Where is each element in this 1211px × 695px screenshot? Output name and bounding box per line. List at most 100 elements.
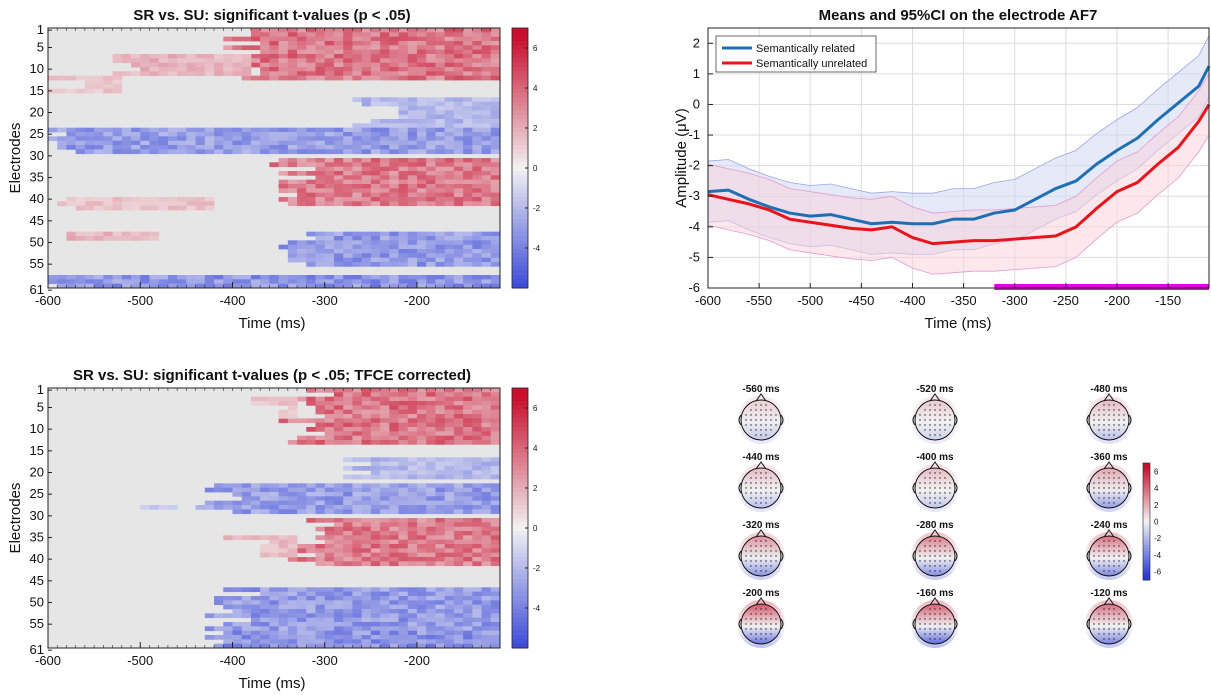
electrode-dot bbox=[765, 477, 767, 479]
heatmap-cell bbox=[94, 283, 104, 289]
heatmap-cell bbox=[214, 71, 224, 77]
heatmap-cell bbox=[103, 80, 113, 85]
heatmap-cell bbox=[444, 587, 455, 593]
heatmap-cell bbox=[398, 635, 409, 640]
heatmap-cell bbox=[361, 201, 372, 207]
colorbar-step bbox=[512, 123, 528, 129]
electrode-dot bbox=[934, 608, 936, 610]
topomap-ear bbox=[1128, 414, 1132, 426]
heatmap-cell bbox=[426, 171, 436, 176]
heatmap-cell bbox=[463, 474, 473, 480]
electrode-dot bbox=[1113, 482, 1115, 484]
heatmap-cell bbox=[370, 283, 381, 289]
electrode-dot bbox=[1108, 434, 1110, 436]
heatmap-cell bbox=[241, 132, 252, 137]
heatmap-cell bbox=[370, 54, 381, 59]
topomap-nose bbox=[755, 461, 767, 470]
heatmap-cell bbox=[463, 461, 473, 467]
heatmap-cell bbox=[324, 622, 335, 627]
heatmap-cell bbox=[287, 171, 298, 176]
heatmap-cell bbox=[177, 145, 187, 150]
heatmap-cell bbox=[315, 483, 326, 489]
heatmap-cell bbox=[472, 62, 482, 68]
heatmap-cell bbox=[232, 613, 243, 619]
heatmap-cell bbox=[333, 175, 344, 181]
heatmap-cell bbox=[463, 71, 473, 77]
heatmap-cell bbox=[306, 162, 316, 168]
electrode-dot bbox=[1113, 419, 1115, 421]
heatmap-cell bbox=[444, 604, 455, 610]
heatmap-cell bbox=[343, 535, 353, 541]
heatmap-cell bbox=[426, 75, 436, 81]
heatmap-cell bbox=[435, 45, 446, 51]
heatmap-cell bbox=[297, 71, 307, 77]
heatmap-cell bbox=[426, 496, 436, 502]
heatmap-cell bbox=[426, 231, 436, 237]
heatmap-cell bbox=[287, 617, 298, 623]
heatmap-cell bbox=[416, 275, 427, 280]
heatmap-cell bbox=[463, 518, 473, 523]
heatmap-cell bbox=[361, 561, 372, 567]
heatmap-cell bbox=[232, 132, 243, 137]
heatmap-cell bbox=[481, 41, 492, 46]
heatmap-cell bbox=[490, 149, 501, 155]
heatmap-cell bbox=[306, 626, 316, 632]
heatmap-cell bbox=[444, 405, 455, 411]
electrode-dot bbox=[760, 414, 762, 416]
heatmap-cell bbox=[84, 136, 95, 142]
heatmap-cell bbox=[472, 158, 482, 163]
heatmap-cell bbox=[333, 136, 344, 142]
electrode-dot bbox=[745, 414, 747, 416]
heatmap-cell bbox=[389, 140, 399, 146]
heatmap-cell bbox=[315, 643, 326, 649]
heatmap-cell bbox=[361, 414, 372, 419]
heatmap-cell bbox=[453, 62, 464, 68]
heatmap-cell bbox=[453, 535, 464, 541]
heatmap-cell bbox=[370, 557, 381, 562]
heatmap-cell bbox=[398, 45, 409, 51]
colorbar-step bbox=[512, 422, 528, 428]
electrode-dot bbox=[939, 487, 941, 489]
heatmap-cell bbox=[435, 539, 446, 545]
heatmap-cell bbox=[333, 487, 344, 493]
electrode-dot bbox=[1098, 477, 1100, 479]
heatmap-cell bbox=[343, 75, 353, 81]
y-tick-label: -3 bbox=[688, 188, 700, 203]
heatmap-cell bbox=[490, 461, 501, 467]
heatmap-cell bbox=[463, 166, 473, 172]
electrode-dot bbox=[755, 414, 757, 416]
heatmap-cell bbox=[223, 604, 233, 610]
heatmap-cell bbox=[241, 587, 252, 593]
heatmap-cell bbox=[260, 127, 270, 133]
heatmap-cell bbox=[333, 58, 344, 64]
heatmap-cell bbox=[370, 496, 381, 502]
heatmap-cell bbox=[260, 62, 270, 68]
heatmap-cell bbox=[398, 552, 409, 558]
colorbar-step bbox=[512, 84, 528, 90]
heatmap-cell bbox=[232, 67, 243, 72]
heatmap-cell bbox=[398, 175, 409, 181]
heatmap-cell bbox=[297, 240, 307, 246]
colorbar-step bbox=[512, 557, 528, 562]
electrode-dot bbox=[745, 628, 747, 630]
line-title: Means and 95%CI on the electrode AF7 bbox=[819, 7, 1098, 24]
electrode-dot bbox=[929, 565, 931, 567]
heatmap-cell bbox=[149, 236, 160, 241]
electrode-dot bbox=[1118, 613, 1120, 615]
heatmap-cell bbox=[260, 591, 270, 597]
heatmap-cell bbox=[453, 231, 464, 237]
heatmap-cell bbox=[306, 505, 316, 510]
heatmap-cell bbox=[103, 231, 113, 237]
heatmap-cell bbox=[444, 253, 455, 259]
heatmap-cell bbox=[370, 418, 381, 424]
heatmap-cell bbox=[287, 240, 298, 246]
heatmap-cell bbox=[149, 58, 160, 64]
heatmap-cell bbox=[204, 136, 215, 142]
heatmap-cell bbox=[195, 145, 206, 150]
topomap-nose bbox=[755, 393, 767, 402]
electrode-dot bbox=[1103, 560, 1105, 562]
colorbar-step bbox=[512, 531, 528, 536]
heatmap-cell bbox=[416, 427, 427, 432]
heatmap-cell bbox=[472, 114, 482, 120]
